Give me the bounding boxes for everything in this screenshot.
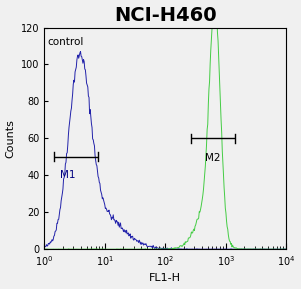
Text: control: control [47, 37, 83, 47]
Y-axis label: Counts: Counts [5, 119, 16, 158]
X-axis label: FL1-H: FL1-H [149, 273, 181, 284]
Text: M1: M1 [60, 170, 75, 180]
Title: NCI-H460: NCI-H460 [114, 5, 217, 25]
Text: M2: M2 [205, 153, 220, 163]
